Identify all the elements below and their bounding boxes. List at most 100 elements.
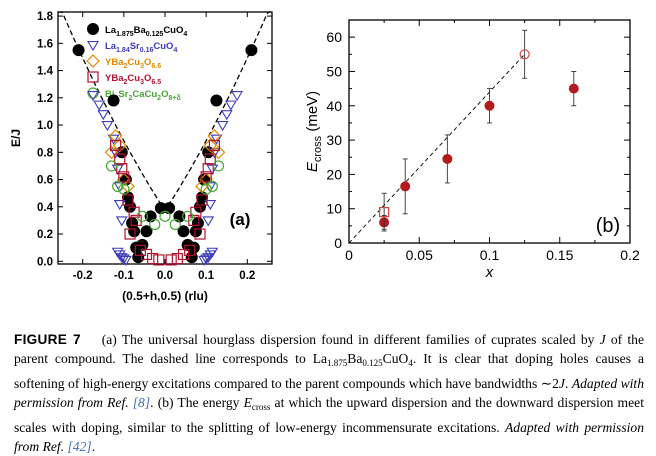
x-tick-label: -0.2	[73, 270, 93, 282]
figure-caption: FIGURE 7 (a) The universal hourglass dis…	[14, 330, 644, 456]
data-point	[184, 244, 196, 256]
data-point	[207, 129, 222, 143]
data-point	[208, 139, 220, 152]
legend-label: YBa2Cu3O6.5	[105, 73, 161, 86]
data-point	[519, 49, 530, 60]
data-point	[134, 244, 146, 256]
x-axis-label: (0.5+h,0.5) (rlu)	[122, 289, 208, 303]
caption-subscript: cross	[251, 402, 271, 413]
panel-label: (b)	[596, 215, 620, 237]
data-point	[105, 160, 118, 172]
figure: 0.0 0.2 0.4 0.6 0.8 1.0 1.2 1.4 1.6 1.8 -0.2 -0.1 0.…	[9, 11, 640, 303]
data-point	[136, 210, 148, 222]
data-point	[204, 200, 217, 211]
y-tick-label: 1.8	[37, 11, 54, 23]
caption-text: .	[91, 439, 96, 455]
data-point	[206, 247, 219, 258]
caption-text: of the parent compound. The dashed line …	[14, 332, 644, 367]
caption-subscript: 1.875	[327, 358, 348, 369]
y-tick-label: 50	[326, 63, 342, 79]
caption-symbol: J	[558, 375, 565, 391]
data-point	[153, 254, 165, 266]
data-point	[200, 254, 213, 265]
y-axis-label: Ecross (meV)	[304, 91, 324, 172]
data-point	[191, 217, 204, 230]
data-point	[210, 94, 223, 107]
y-tick-label: 1.0	[37, 120, 53, 132]
caption-credit: Adapted with permission from Ref.	[14, 375, 644, 411]
data-point	[101, 121, 114, 132]
x-tick-label: -0.1	[114, 270, 134, 282]
y-tick-label: 40	[326, 98, 342, 114]
caption-symbol: E	[243, 395, 252, 411]
y-tick-label: 20	[326, 166, 342, 182]
data-point	[116, 163, 128, 175]
plot-frame	[348, 19, 631, 244]
data-point	[182, 210, 194, 222]
data-point	[119, 255, 132, 266]
data-point	[220, 110, 233, 121]
caption-subscript: 0.125	[362, 358, 383, 369]
caption-subscript: 4	[408, 358, 413, 369]
chart-a: 0.0 0.2 0.4 0.6 0.8 1.0 1.2 1.4 1.6 1.8 -0.2 -0.1 0.…	[9, 11, 273, 303]
data-point	[442, 153, 453, 164]
legend-marker	[86, 54, 100, 68]
data-point	[107, 134, 120, 145]
y-tick-label: 1.6	[37, 38, 53, 50]
x-tick-label: 0	[345, 247, 353, 263]
data-point	[112, 180, 124, 192]
legend-label: La1.875Ba0.125CuO4	[105, 25, 187, 38]
legend-marker	[87, 87, 99, 99]
reference-link[interactable]: [42]	[67, 439, 92, 455]
data-point	[107, 94, 120, 107]
legend-label: La1.84Sr0.16CuO4	[105, 41, 177, 54]
data-point	[245, 44, 258, 57]
data-point	[484, 100, 495, 111]
data-point	[87, 91, 99, 102]
caption-text: . It is clear that doping holes causes a…	[14, 351, 644, 391]
data-point	[171, 252, 183, 265]
data-point	[224, 100, 237, 111]
x-axis-label: x	[485, 264, 494, 281]
data-point	[93, 100, 106, 111]
legend-marker	[87, 40, 99, 52]
data-point	[212, 160, 225, 172]
data-point	[208, 148, 221, 159]
y-tick-label: 10	[326, 201, 342, 217]
data-point	[198, 255, 211, 266]
data-point	[147, 252, 159, 265]
data-point	[118, 171, 130, 183]
data-point	[169, 218, 181, 231]
data-point	[196, 194, 208, 206]
data-point	[140, 248, 153, 261]
data-point	[210, 134, 223, 145]
data-point	[203, 138, 218, 153]
reference-link[interactable]: [8]	[132, 395, 151, 411]
x-tick-label: 0.1	[480, 247, 500, 263]
y-tick-label: 0.8	[37, 147, 54, 159]
data-point	[231, 91, 243, 102]
legend-label: YBa2Cu3O6.6	[105, 57, 161, 70]
legend-marker	[87, 23, 99, 35]
y-tick-label: 1.4	[37, 66, 54, 78]
data-point	[379, 207, 390, 218]
y-axis-label: E/J	[9, 129, 23, 147]
y-tick-label: 0.0	[37, 256, 53, 268]
caption-text: Ba	[347, 351, 363, 367]
y-tick-label: 0.6	[37, 175, 53, 187]
y-tick-label: 1.2	[37, 93, 53, 105]
y-tick-label: 0	[334, 235, 342, 251]
data-point	[118, 183, 130, 195]
legend-marker	[87, 71, 99, 83]
data-point	[204, 153, 216, 165]
y-tick-label: 60	[326, 29, 342, 45]
data-point	[116, 172, 131, 187]
x-tick-label: 0.1	[198, 270, 215, 282]
data-point	[206, 180, 218, 192]
data-point	[128, 225, 141, 238]
data-point	[202, 216, 215, 227]
x-tick-label: 0.05	[406, 247, 433, 263]
x-tick-label: 0.2	[239, 270, 255, 282]
caption-symbol: J	[599, 332, 606, 347]
data-point	[113, 200, 126, 211]
